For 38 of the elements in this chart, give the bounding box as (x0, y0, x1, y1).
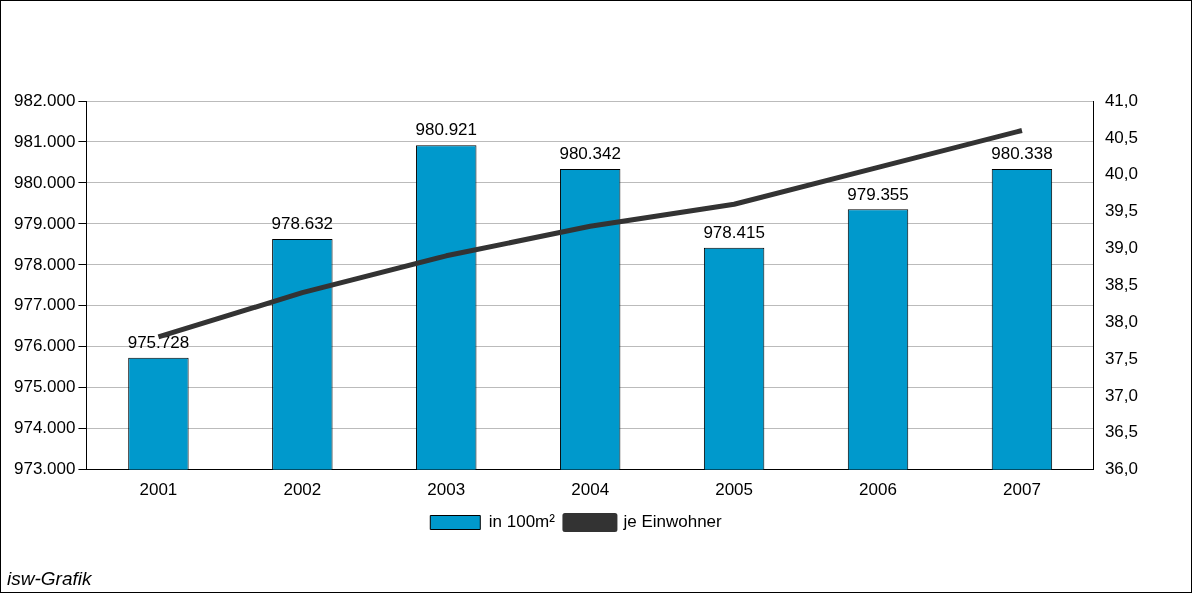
data-label: 975.728 (127, 333, 190, 353)
y-tick-label: 976.000 (14, 336, 76, 356)
y-tick-label: 977.000 (14, 295, 76, 315)
y-tick-label: 980.000 (14, 172, 76, 192)
legend-label: in 100m² (488, 512, 556, 532)
y2-tick-label: 38,0 (1104, 311, 1139, 331)
x-tick-label: 2007 (1003, 480, 1041, 500)
data-label: 978.415 (703, 223, 765, 243)
y-tick-label: 973.000 (14, 459, 76, 479)
legend-label: je Einwohner (622, 512, 723, 532)
data-label: 978.632 (271, 214, 334, 234)
y2-tick-label: 40,5 (1104, 127, 1139, 147)
data-label: 980.342 (559, 144, 621, 164)
x-tick-label: 2004 (571, 480, 610, 500)
y2-tick-label: 37,0 (1104, 385, 1139, 405)
data-label: 979.355 (847, 184, 909, 204)
x-tick-label: 2003 (427, 480, 466, 500)
y2-tick-label: 39,0 (1104, 238, 1139, 258)
x-tick-label: 2001 (139, 480, 178, 500)
y-tick-label: 974.000 (14, 418, 76, 438)
y2-tick-label: 36,0 (1104, 459, 1139, 479)
y2-tick-label: 41,0 (1104, 90, 1139, 110)
y-tick-label: 979.000 (14, 213, 76, 233)
x-tick-label: 2005 (715, 480, 754, 500)
y-tick-label: 981.000 (14, 131, 76, 151)
y2-tick-label: 36,5 (1104, 422, 1139, 442)
y-tick-label: 975.000 (14, 377, 76, 397)
text: isw-Grafik (7, 568, 92, 590)
y2-tick-label: 40,0 (1104, 164, 1139, 184)
data-label: 980.921 (415, 120, 477, 140)
y-tick-label: 982.000 (14, 90, 76, 110)
data-label: 980.338 (991, 144, 1053, 164)
y2-tick-label: 37,5 (1104, 348, 1139, 368)
y-tick-label: 978.000 (14, 254, 76, 274)
y2-tick-label: 38,5 (1104, 274, 1139, 294)
y2-tick-label: 39,5 (1104, 201, 1139, 221)
x-tick-label: 2006 (859, 480, 897, 500)
x-tick-label: 2002 (283, 480, 322, 500)
